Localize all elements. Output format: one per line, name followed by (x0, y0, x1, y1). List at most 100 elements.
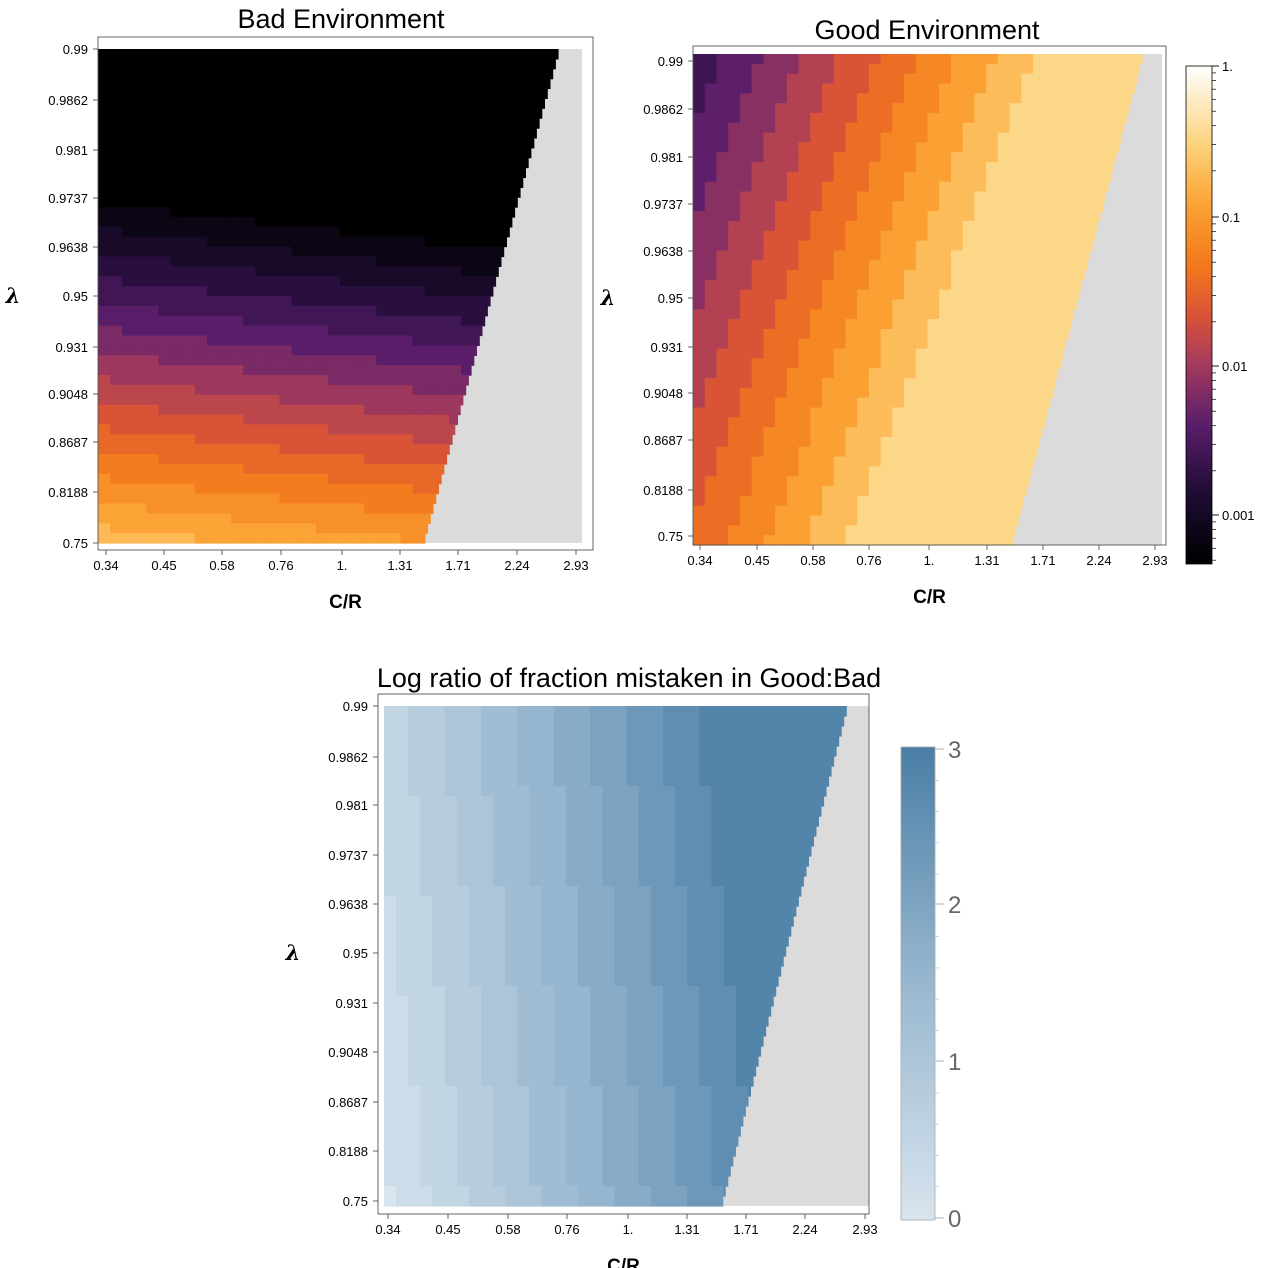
heatmap-cell (1044, 348, 1058, 359)
heatmap-cell (1033, 348, 1046, 359)
heatmap-cell (340, 236, 353, 248)
heatmap-cell (822, 93, 835, 104)
heatmap-cell (315, 49, 329, 60)
heatmap-cell (400, 375, 414, 386)
heatmap-cell (461, 375, 469, 386)
heatmap-cell (352, 345, 365, 356)
heatmap-cell (716, 191, 729, 202)
heatmap-cell (711, 836, 725, 847)
heatmap-cell (1044, 103, 1058, 114)
heatmap-cell (327, 404, 341, 416)
heatmap-cell (468, 1086, 482, 1097)
heatmap-cell (614, 946, 628, 957)
heatmap-cell (638, 1136, 652, 1147)
heatmap-cell (723, 906, 737, 917)
heatmap-cell (384, 976, 397, 987)
heatmap-cell (699, 1116, 712, 1127)
heatmap-cell (384, 886, 397, 897)
heatmap-cell (182, 404, 196, 416)
heatmap-cell (1033, 171, 1046, 183)
heatmap-cell (315, 167, 329, 179)
heatmap-cell (693, 456, 706, 467)
heatmap-cell (146, 365, 160, 376)
heatmap-cell (243, 256, 256, 267)
heatmap-cell (182, 108, 196, 119)
heatmap-cell (521, 68, 535, 80)
heatmap-cell (473, 128, 486, 139)
heatmap-cell (219, 365, 232, 376)
heatmap-cell (420, 896, 434, 907)
heatmap-cell (974, 535, 987, 546)
heatmap-cell (279, 49, 293, 60)
heatmap-cell (1021, 122, 1034, 134)
heatmap-cell (880, 466, 893, 477)
heatmap-cell (626, 936, 640, 947)
heatmap-cell (303, 147, 317, 159)
heatmap-cell (255, 207, 268, 218)
heatmap-cell (810, 240, 823, 251)
heatmap-cell (915, 230, 929, 242)
heatmap-cell (267, 473, 281, 485)
heatmap-cell (723, 926, 737, 937)
heatmap-cell (602, 716, 615, 727)
heatmap-cell (267, 88, 281, 99)
heatmap-cell (122, 286, 135, 297)
heatmap-cell (820, 736, 834, 747)
heatmap-cell (529, 1146, 543, 1157)
heatmap-cell (822, 437, 835, 448)
heatmap-cell (134, 266, 147, 277)
heatmap-cell (146, 157, 160, 169)
heatmap-cell (759, 726, 773, 737)
heatmap-cell (927, 309, 940, 320)
heatmap-cell (412, 137, 426, 149)
heatmap-cell (158, 434, 172, 445)
heatmap-cell (728, 220, 741, 232)
heatmap-cell (833, 191, 846, 202)
heatmap-cell (626, 1116, 640, 1127)
heatmap-cell (747, 736, 761, 747)
heatmap-cell (98, 88, 111, 99)
heatmap-cell (775, 152, 788, 163)
heatmap-cell (927, 93, 940, 104)
heatmap-cell (98, 523, 111, 534)
heatmap-cell (986, 171, 999, 183)
heatmap-cell (1115, 132, 1122, 143)
heatmap-cell (798, 525, 811, 536)
heatmap-cell (448, 118, 462, 129)
heatmap-cell (473, 355, 475, 366)
heatmap-cell (892, 505, 905, 517)
heatmap-cell (424, 217, 438, 228)
heatmap-cell (444, 956, 458, 967)
heatmap-cell (352, 177, 365, 188)
heatmap-cell (327, 464, 341, 475)
heatmap-cell (904, 525, 917, 536)
heatmap-cell (231, 167, 244, 179)
heatmap-cell (751, 270, 764, 281)
heatmap-cell (424, 493, 437, 505)
heatmap-cell (687, 946, 700, 957)
heatmap-cell (420, 1136, 434, 1147)
heatmap-cell (340, 533, 353, 544)
heatmap-cell (432, 716, 446, 727)
heatmap-cell (134, 483, 147, 495)
heatmap-cell (122, 325, 135, 337)
heatmap-cell (739, 181, 753, 193)
heatmap-cell (456, 1046, 470, 1057)
heatmap-cell (424, 256, 438, 267)
heatmap-cell (915, 387, 929, 399)
heatmap-cell (939, 201, 952, 212)
heatmap-cell (376, 246, 389, 258)
heatmap-cell (424, 128, 438, 139)
heatmap-cell (461, 296, 474, 307)
heatmap-cell (279, 98, 293, 109)
heatmap-cell (456, 1126, 470, 1137)
heatmap-cell (255, 197, 268, 208)
heatmap-cell (468, 886, 482, 897)
heatmap-cell (675, 806, 688, 817)
heatmap-cell (541, 1076, 555, 1087)
heatmap-cell (420, 796, 434, 807)
heatmap-cell (110, 473, 123, 485)
heatmap-cell (541, 986, 555, 997)
heatmap-cell (219, 296, 232, 307)
